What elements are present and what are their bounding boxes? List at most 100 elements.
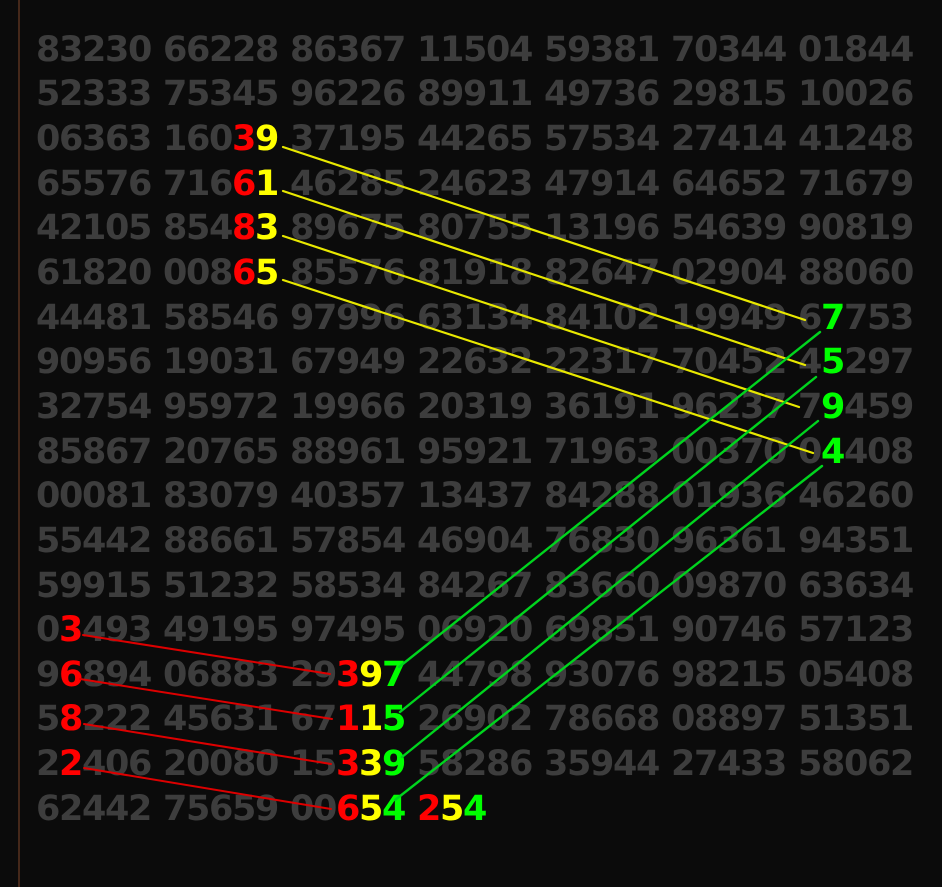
digit: 0 (509, 610, 534, 651)
digit: 5 (567, 744, 592, 785)
digit: 3 (613, 119, 638, 160)
digit: 5 (463, 29, 488, 70)
digit: 8 (486, 744, 511, 785)
digit: 0 (186, 431, 211, 472)
digit: 6 (440, 610, 465, 651)
digit: 2 (509, 699, 534, 740)
digit: 8 (613, 29, 638, 70)
digit: 4 (336, 610, 361, 651)
digit: 9 (509, 386, 534, 427)
digit: 5 (313, 253, 338, 294)
digit: 5 (186, 74, 211, 115)
digit: 2 (417, 699, 442, 740)
digit: 1 (821, 699, 846, 740)
digit: 5 (336, 253, 361, 294)
digit: 0 (636, 565, 661, 606)
digit: 1 (740, 119, 765, 160)
digit: 8 (36, 29, 61, 70)
digit: 0 (313, 476, 338, 517)
digit: 8 (636, 476, 661, 517)
digit: 0 (417, 610, 442, 651)
digit: 2 (544, 342, 569, 383)
digit: 6 (359, 431, 384, 472)
digit: 5 (36, 520, 61, 561)
digit: 9 (763, 208, 788, 249)
digit: 1 (636, 386, 661, 427)
digit: 6 (359, 29, 384, 70)
digit: 0 (844, 744, 869, 785)
digit: 2 (636, 297, 661, 338)
digit: 0 (186, 744, 211, 785)
digit: 7 (821, 297, 846, 338)
digit: 0 (694, 29, 719, 70)
digit: 4 (798, 342, 823, 383)
digit: 2 (105, 699, 130, 740)
digit: 9 (290, 610, 315, 651)
digit: 0 (36, 476, 61, 517)
digit: 5 (105, 342, 130, 383)
digit: 0 (763, 565, 788, 606)
digit: 9 (590, 744, 615, 785)
digit: 4 (128, 386, 153, 427)
digit: 1 (486, 253, 511, 294)
digit: 5 (359, 788, 384, 829)
digit: 6 (463, 163, 488, 204)
digit: 0 (290, 788, 315, 829)
digit: 3 (740, 476, 765, 517)
digit: 4 (717, 119, 742, 160)
digit: 0 (82, 476, 107, 517)
digit: 5 (36, 565, 61, 606)
digit: 3 (890, 297, 915, 338)
digit: 8 (590, 610, 615, 651)
digit: 6 (209, 163, 234, 204)
digit: 6 (844, 163, 869, 204)
digit: 2 (82, 699, 107, 740)
digit: 0 (763, 431, 788, 472)
digit: 1 (613, 163, 638, 204)
digit: 3 (232, 342, 257, 383)
digit: 0 (671, 431, 696, 472)
digit: 9 (463, 253, 488, 294)
digit: 3 (463, 386, 488, 427)
digit: 7 (740, 565, 765, 606)
digit: 3 (255, 208, 280, 249)
digit: 6 (186, 654, 211, 695)
digit: 1 (463, 297, 488, 338)
digit: 4 (740, 29, 765, 70)
digit: 3 (763, 744, 788, 785)
digit: 9 (567, 29, 592, 70)
digit: 7 (105, 163, 130, 204)
digit: 6 (59, 654, 84, 695)
digit: 0 (671, 565, 696, 606)
digit: 6 (486, 565, 511, 606)
digit: 6 (232, 431, 257, 472)
digit: 8 (694, 699, 719, 740)
digit: 2 (36, 744, 61, 785)
digit: 1 (844, 610, 869, 651)
digit: 9 (694, 297, 719, 338)
digit: 6 (890, 74, 915, 115)
digit: 2 (567, 253, 592, 294)
digit: 9 (36, 654, 61, 695)
digit: 5 (359, 520, 384, 561)
digit: 7 (313, 520, 338, 561)
digit: 4 (763, 119, 788, 160)
digit: 2 (763, 163, 788, 204)
digit: 4 (463, 788, 488, 829)
digit: 2 (163, 431, 188, 472)
